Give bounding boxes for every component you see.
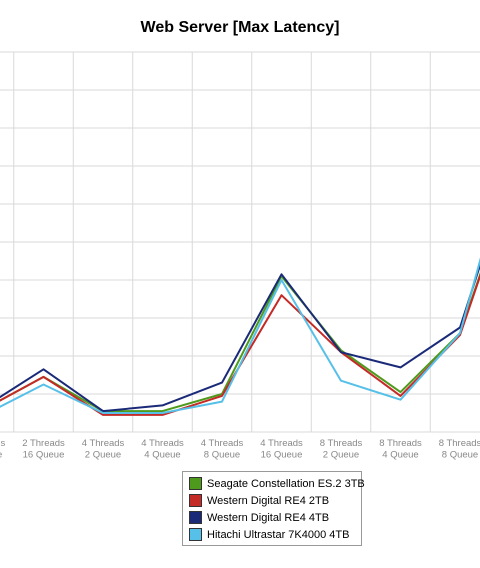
x-tick-label: 4 Threads 4 Queue — [141, 438, 184, 461]
legend-item: Seagate Constellation ES.2 3TB — [189, 475, 365, 492]
legend-swatch — [189, 528, 202, 541]
chart-legend: Seagate Constellation ES.2 3TB Western D… — [182, 471, 365, 546]
legend-swatch — [189, 511, 202, 524]
series-line — [0, 262, 480, 413]
legend-item: Western Digital RE4 4TB — [189, 509, 355, 526]
x-tick-label: 8 Threads 8 Queue — [439, 438, 480, 461]
chart-grid — [0, 51, 480, 433]
series-line — [0, 272, 480, 413]
legend-label: Western Digital RE4 2TB — [207, 494, 330, 507]
x-tick-label: 4 Threads 2 Queue — [82, 438, 125, 461]
series-line — [0, 257, 480, 414]
x-tick-label: 4 Threads 16 Queue — [260, 438, 303, 461]
legend-label: Seagate Constellation ES.2 3TB — [207, 477, 365, 490]
x-tick-label: 8 Threads 2 Queue — [320, 438, 363, 461]
x-tick-label: 8 Threads 4 Queue — [379, 438, 422, 461]
legend-label: Western Digital RE4 4TB — [207, 511, 330, 524]
x-tick-label: 4 Threads 8 Queue — [201, 438, 244, 461]
chart-lines — [0, 257, 480, 416]
x-tick-label: 2 Threads 16 Queue — [22, 438, 65, 461]
legend-swatch — [189, 494, 202, 507]
series-line — [0, 273, 480, 416]
legend-item: Hitachi Ultrastar 7K4000 4TB — [189, 526, 355, 543]
legend-swatch — [189, 477, 202, 490]
legend-item: Western Digital RE4 2TB — [189, 492, 355, 509]
chart-title: Web Server [Max Latency] — [140, 19, 340, 36]
legend-label: Hitachi Ultrastar 7K4000 4TB — [207, 528, 350, 541]
